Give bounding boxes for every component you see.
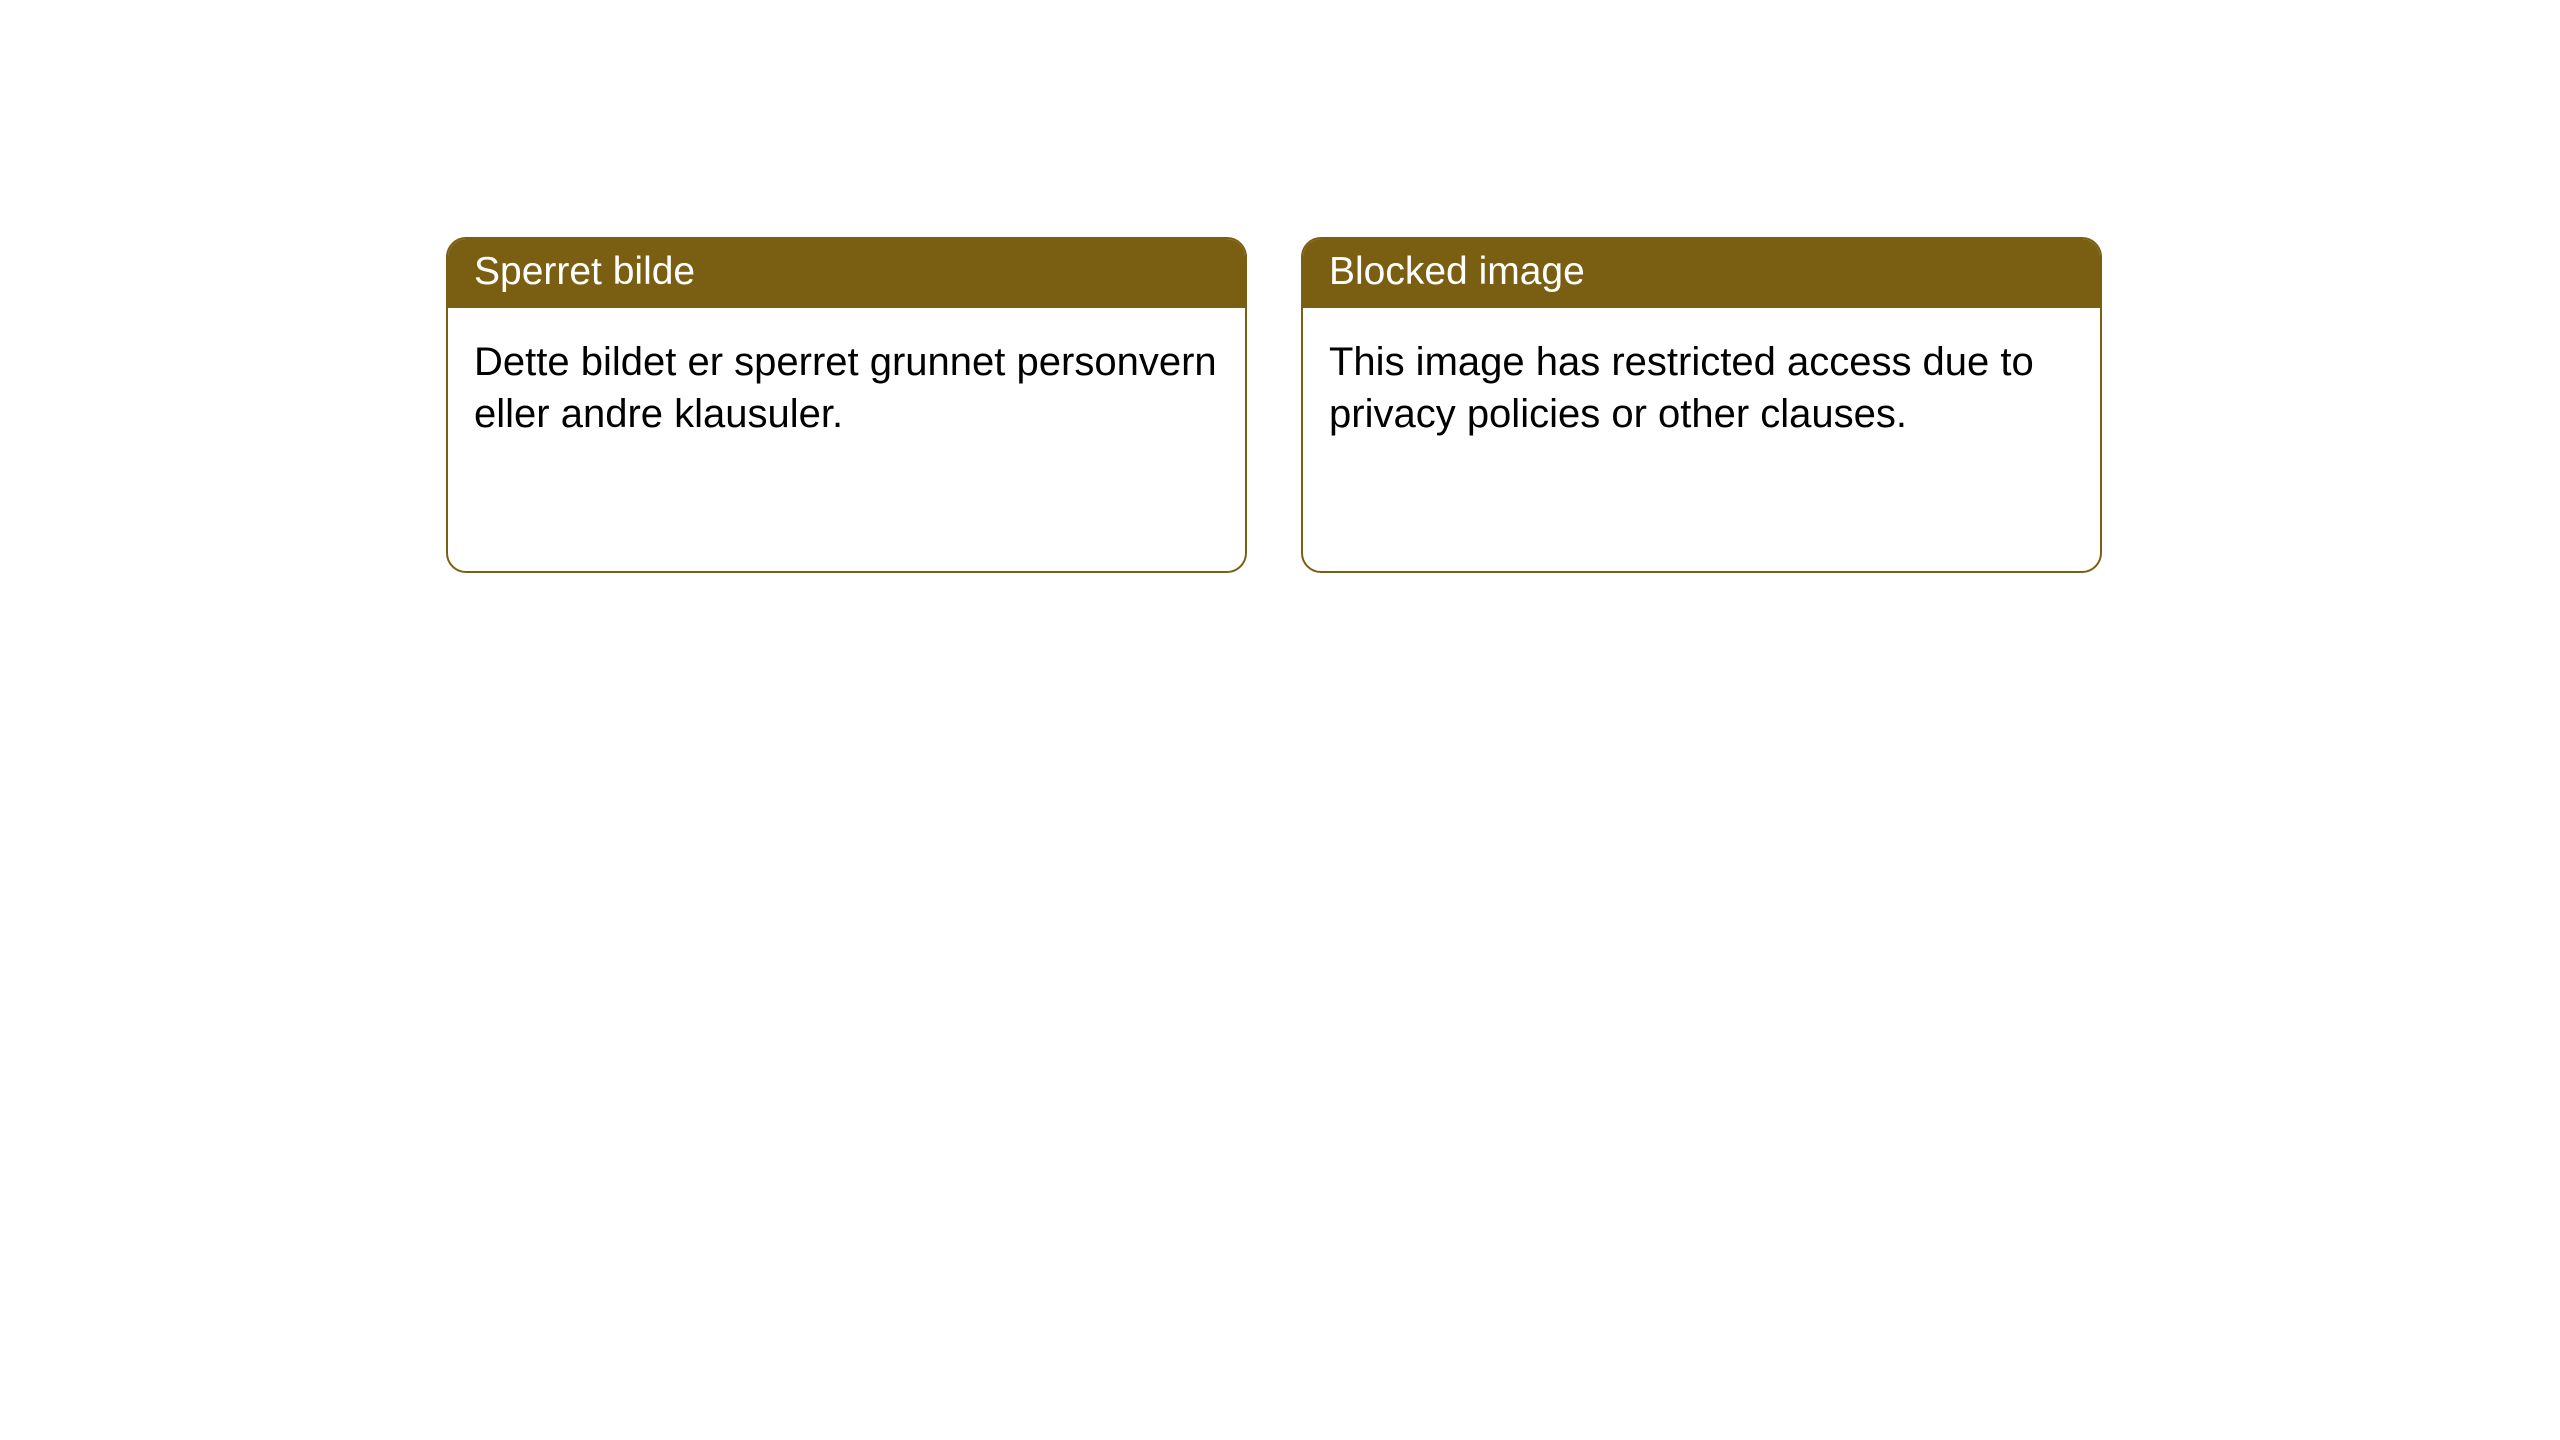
blocked-image-card-en: Blocked image This image has restricted … xyxy=(1301,237,2102,573)
blocked-image-card-no: Sperret bilde Dette bildet er sperret gr… xyxy=(446,237,1247,573)
card-body: Dette bildet er sperret grunnet personve… xyxy=(448,308,1245,468)
card-body: This image has restricted access due to … xyxy=(1303,308,2100,468)
card-header: Sperret bilde xyxy=(448,239,1245,308)
card-header: Blocked image xyxy=(1303,239,2100,308)
card-container: Sperret bilde Dette bildet er sperret gr… xyxy=(0,0,2560,573)
